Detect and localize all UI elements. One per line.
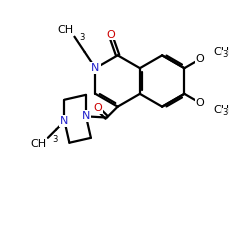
Text: CH: CH bbox=[213, 105, 229, 115]
Text: CH: CH bbox=[30, 139, 47, 149]
Text: CH: CH bbox=[213, 47, 229, 57]
Text: O: O bbox=[106, 30, 115, 40]
Text: N: N bbox=[60, 116, 69, 126]
Text: 3: 3 bbox=[222, 108, 228, 117]
Text: O: O bbox=[196, 98, 204, 108]
Text: O: O bbox=[93, 104, 102, 114]
Text: N: N bbox=[91, 63, 100, 73]
Text: O: O bbox=[196, 54, 204, 64]
Text: N: N bbox=[82, 111, 90, 121]
Text: 3: 3 bbox=[222, 50, 228, 58]
Text: 3: 3 bbox=[79, 33, 84, 42]
Text: CH: CH bbox=[57, 26, 73, 36]
Text: 3: 3 bbox=[52, 135, 58, 144]
